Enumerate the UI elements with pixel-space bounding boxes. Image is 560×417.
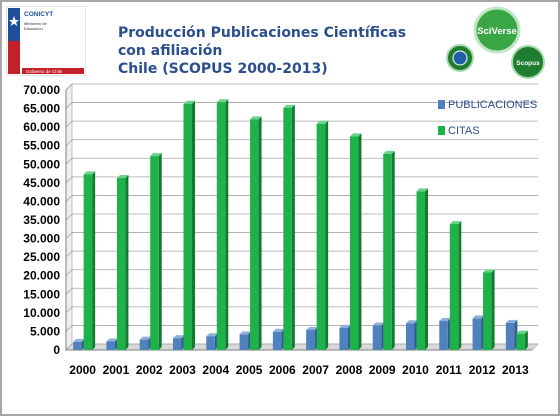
sciverse-label: SciVerse: [477, 26, 517, 37]
bar-publicaciones-2007: [306, 326, 318, 350]
y-tick-label: 45.000: [23, 176, 60, 190]
y-tick-label: 25.000: [23, 250, 60, 264]
y-tick-label: 65.000: [23, 102, 60, 116]
bar-publicaciones-2009: [372, 322, 385, 350]
gridline: [65, 213, 538, 221]
y-tick-label: 40.000: [23, 194, 60, 208]
legend-swatch-citas: [438, 126, 445, 135]
bar-publicaciones-2000: [73, 338, 85, 350]
bar-citas-2001: [116, 175, 129, 350]
bar-citas-2013: [516, 330, 528, 350]
bar-citas-2011: [449, 221, 462, 350]
bar-publicaciones-2010: [406, 320, 418, 350]
x-tick-label: 2010: [402, 363, 429, 377]
bar-citas-2008: [349, 133, 362, 350]
bar-publicaciones-2003: [173, 335, 185, 350]
gridline: [65, 306, 538, 314]
gridline: [65, 195, 538, 202]
gridline: [65, 232, 538, 239]
y-tick-label: 55.000: [23, 139, 60, 153]
sciverse-badge: [473, 6, 521, 54]
bar-publicaciones-2002: [139, 336, 152, 350]
bar-citas-2009: [383, 150, 395, 350]
x-tick-label: 2011: [436, 363, 462, 377]
chart-title-line2: Chile (SCOPUS 2000-2013): [118, 61, 328, 77]
y-tick-label: 10.000: [23, 306, 60, 320]
logo-sub2: Educación: [24, 26, 43, 31]
gridline: [65, 83, 538, 91]
bar-citas-2003: [183, 100, 195, 350]
x-tick-label: 2008: [336, 363, 363, 377]
y-tick-label: 70.000: [23, 83, 60, 97]
scopus-label: Scopus: [516, 60, 540, 67]
y-tick-label: 20.000: [23, 269, 60, 283]
floor: [64, 343, 540, 351]
bar-citas-2010: [416, 188, 428, 350]
bar-publicaciones-2011: [439, 318, 451, 350]
bar-publicaciones-2005: [239, 331, 252, 350]
gridline: [65, 287, 538, 295]
gridline: [65, 102, 538, 109]
x-tick-label: 2007: [302, 363, 329, 377]
x-tick-label: 2001: [103, 363, 130, 377]
x-tick-label: 2004: [202, 363, 229, 377]
y-tick-label: 15.000: [23, 287, 60, 301]
logo-org: CONICYT: [24, 11, 53, 18]
bar-publicaciones-2013: [505, 319, 518, 350]
x-tick-label: 2003: [169, 363, 196, 377]
bar-publicaciones-2008: [339, 324, 351, 350]
bar-citas-2000: [83, 171, 96, 350]
x-tick-label: 2000: [69, 363, 96, 377]
bar-citas-2006: [283, 104, 295, 350]
sciverse-badges: SciVerse Scopus: [440, 6, 552, 80]
bar-citas-2007: [316, 120, 329, 350]
y-tick-label: 0: [53, 343, 60, 357]
gridline: [65, 157, 538, 165]
gridline: [65, 325, 538, 332]
chart-title-line1: Producción Publicaciones Científicas con…: [118, 25, 407, 59]
y-tick-label: 60.000: [23, 120, 60, 134]
shield-icon: CONICYT Ministerio de Educación Gobierno…: [5, 5, 87, 77]
bar-publicaciones-2001: [106, 338, 118, 350]
x-tick-label: 2006: [269, 363, 296, 377]
scopus-badge: [511, 45, 545, 79]
y-tick-label: 5.000: [30, 324, 60, 338]
gridline: [65, 269, 538, 276]
bar-publicaciones-2004: [206, 333, 218, 350]
x-tick-label: 2013: [502, 363, 529, 377]
bar-citas-2012: [483, 269, 495, 350]
bar-chart: 2000 2001 2002 2003 2004 2005 2006 2007 2008 2009…: [23, 82, 540, 377]
bar-publicaciones-2006: [272, 328, 285, 350]
chart-title: Producción Publicaciones Científicas con…: [118, 24, 428, 78]
bar-citas-2004: [216, 99, 229, 350]
y-tick-label: 50.000: [23, 157, 60, 171]
legend-label-citas: CITAS: [448, 125, 480, 137]
conicyt-logo: CONICYT Ministerio de Educación Gobierno…: [5, 5, 87, 77]
x-tick-label: 2012: [469, 363, 496, 377]
logo-footer: Gobierno de Chile: [26, 69, 63, 74]
x-tick-label: 2005: [236, 363, 263, 377]
gridline: [65, 176, 538, 184]
gridline: [65, 250, 538, 258]
logo-sub1: Ministerio de: [24, 21, 47, 26]
legend-swatch-publicaciones: [438, 100, 445, 109]
x-tick-label: 2002: [136, 363, 163, 377]
bar-citas-2002: [150, 153, 162, 350]
legend-label-publicaciones: PUBLICACIONES: [448, 99, 537, 111]
bar-publicaciones-2012: [472, 315, 485, 350]
y-tick-label: 30.000: [23, 232, 60, 246]
gridline: [65, 120, 538, 128]
bar-citas-2005: [250, 116, 262, 350]
gridline: [65, 139, 538, 146]
y-tick-label: 35.000: [23, 213, 60, 227]
x-tick-label: 2009: [369, 363, 396, 377]
